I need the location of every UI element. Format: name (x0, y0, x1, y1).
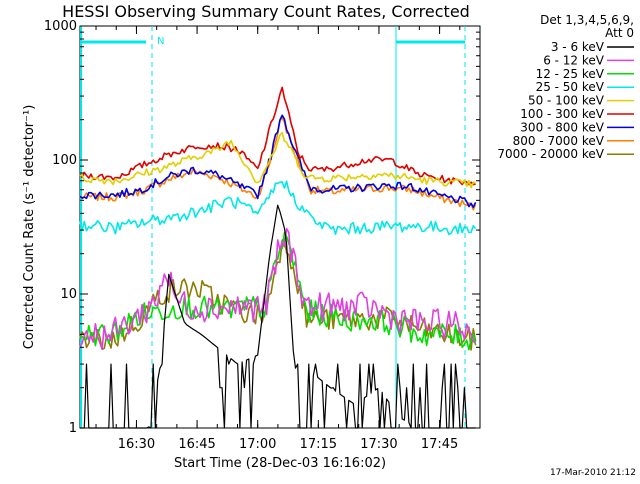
legend-label-8: 800 - 7000 keV (513, 134, 605, 148)
x-axis-label: Start Time (28-Dec-03 16:16:02) (174, 456, 386, 471)
axis-layer: 16:30 16:45 17:00 17:15 17:30 17:45 1 10 100 1000 (44, 19, 481, 452)
x-tick-label-1: 16:30 (118, 437, 155, 452)
series-line-7 (79, 114, 477, 209)
legend-label-6: 100 - 300 keV (520, 107, 604, 121)
legend-label-2: 6 - 12 keV (543, 53, 605, 67)
x-tick-label-3: 17:00 (239, 437, 276, 452)
x-tick-label-5: 17:30 (360, 437, 397, 452)
legend-label-3: 12 - 25 keV (536, 67, 605, 81)
series-line-3 (79, 232, 477, 351)
legend-label-1: 3 - 6 keV (551, 40, 605, 54)
legend-label-9: 7000 - 20000 keV (497, 147, 604, 161)
legend-label-4: 25 - 50 keV (536, 80, 605, 94)
series-line-5 (79, 131, 476, 189)
x-tick-label-4: 17:15 (300, 437, 337, 452)
y-tick-label-4: 1000 (44, 19, 77, 34)
x-tick-label-2: 16:45 (178, 437, 215, 452)
series-line-8 (79, 117, 477, 211)
footer-timestamp: 17-Mar-2010 21:12 (550, 468, 636, 478)
x-tick-label-6: 17:45 (421, 437, 458, 452)
series-line-4 (79, 180, 477, 236)
y-tick-label-2: 10 (60, 287, 77, 302)
legend-header-line-1: Det 1,3,4,5,6,9, (540, 13, 634, 27)
series-line-6 (79, 86, 476, 186)
series-line-1 (79, 204, 476, 429)
chart-title: HESSI Observing Summary Count Rates, Cor… (62, 2, 470, 21)
y-tick-label-3: 100 (52, 153, 77, 168)
series-line-2 (79, 227, 477, 350)
y-axis-label: Corrected Count Rate (s⁻¹ detector⁻¹) (22, 105, 37, 350)
night-marker-label: N (157, 36, 164, 47)
legend-header-line-2: Att 0 (605, 26, 634, 40)
legend-label-5: 50 - 100 keV (528, 94, 605, 108)
legend-label-7: 300 - 800 keV (520, 120, 604, 134)
series-layer (79, 86, 477, 429)
y-tick-label-1: 1 (69, 421, 77, 436)
